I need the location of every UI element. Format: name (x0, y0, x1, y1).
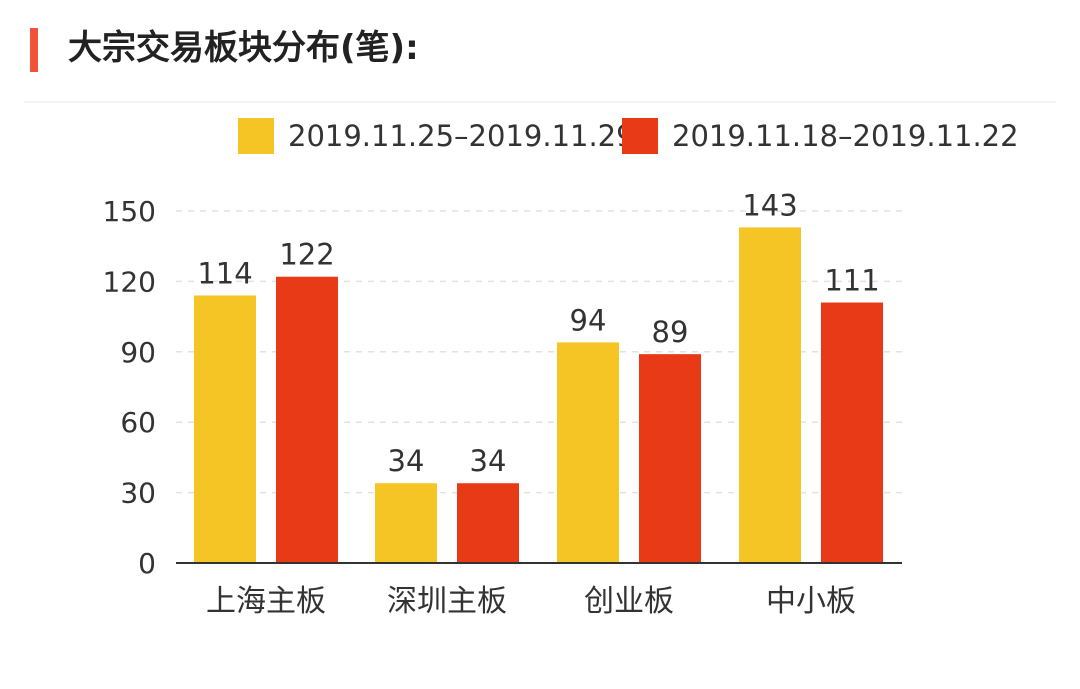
data-label: 111 (824, 264, 879, 298)
bar (457, 483, 519, 563)
data-label: 94 (570, 303, 607, 337)
data-label: 34 (470, 444, 507, 478)
data-label: 143 (742, 188, 797, 222)
bar (739, 227, 801, 563)
bar (557, 342, 619, 563)
bar (375, 483, 437, 563)
page-title: 大宗交易板块分布(笔): (68, 28, 419, 68)
legend-label-series-1: 2019.11.25–2019.11.29 (288, 119, 635, 153)
y-tick-label: 0 (138, 547, 156, 580)
x-tick-label: 中小板 (766, 584, 856, 619)
data-label: 122 (279, 238, 334, 272)
y-tick-label: 120 (103, 265, 156, 298)
y-tick-label: 30 (120, 477, 156, 510)
data-label: 89 (652, 315, 689, 349)
header-divider (24, 101, 1056, 103)
x-tick-label: 深圳主板 (387, 584, 507, 619)
x-tick-label: 创业板 (584, 584, 674, 619)
legend-item-series-1: 2019.11.25–2019.11.29 (238, 116, 635, 156)
legend-swatch-series-2 (622, 118, 658, 154)
x-tick-label: 上海主板 (206, 584, 326, 619)
bar (639, 354, 701, 563)
bar (276, 276, 338, 563)
legend-label-series-2: 2019.11.18–2019.11.22 (672, 119, 1019, 153)
data-label: 34 (388, 444, 425, 478)
y-tick-label: 60 (120, 406, 156, 439)
y-tick-label: 150 (103, 195, 156, 228)
bar (194, 295, 256, 563)
legend-item-series-2: 2019.11.18–2019.11.22 (622, 116, 1019, 156)
y-tick-label: 90 (120, 336, 156, 369)
legend-swatch-series-1 (238, 118, 274, 154)
title-accent-bar (30, 28, 38, 72)
data-label: 114 (197, 256, 252, 290)
bar (821, 302, 883, 563)
